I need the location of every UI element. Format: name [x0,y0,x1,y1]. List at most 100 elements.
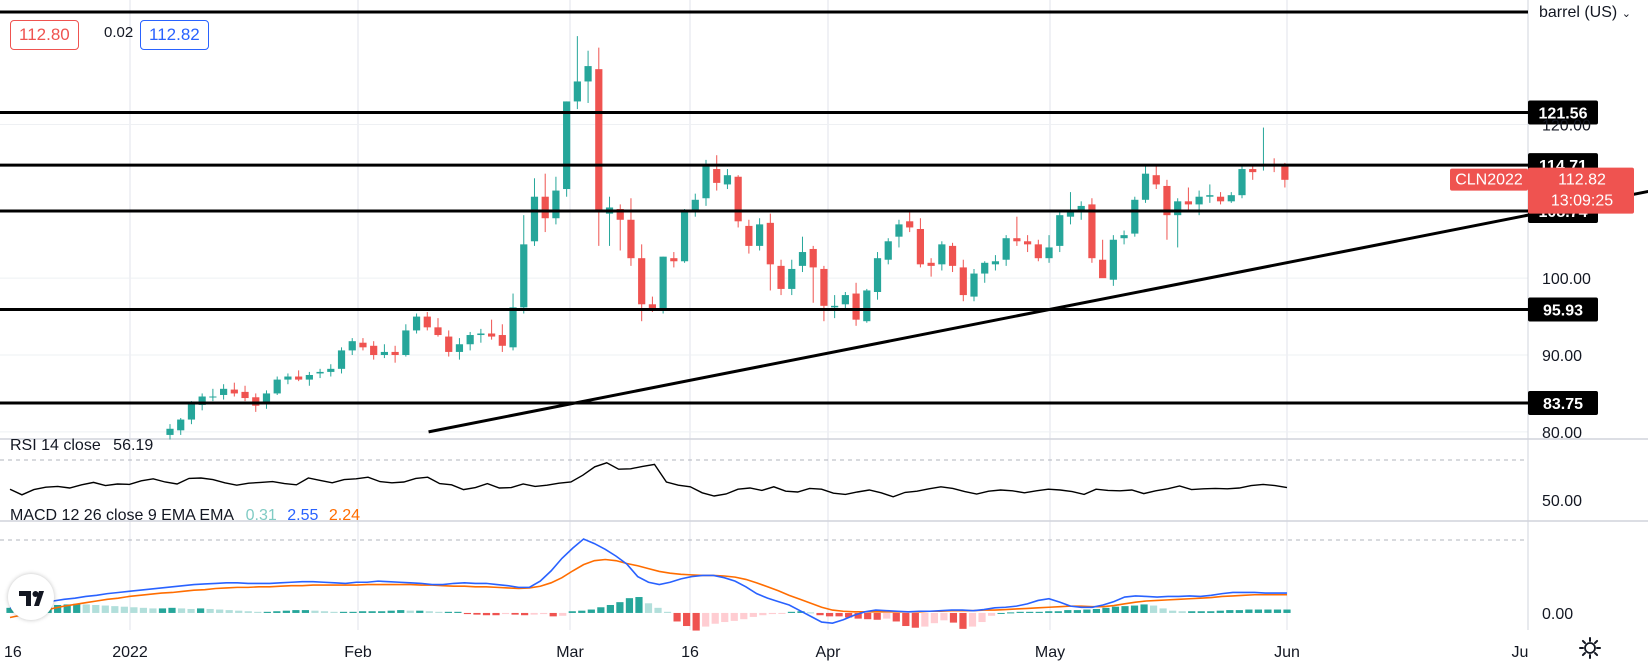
candle-body [220,388,228,395]
macd-hist-bar [864,612,872,620]
macd-value: 2.55 [287,507,319,524]
candle [777,259,785,296]
candle [841,292,849,311]
candle [938,241,946,271]
macd-hist-bar [902,612,910,627]
macd-hist-bar [930,612,938,624]
rsi-legend[interactable]: RSI 14 close 56.19 [10,437,153,455]
candle [595,47,603,246]
candle [895,219,903,248]
unit-selector[interactable]: barrel (US) ⌄ [1539,4,1631,22]
macd-hist-bar [663,611,672,613]
candle-body [595,69,603,213]
macd-pane[interactable] [6,538,1291,631]
candle-body [756,224,764,246]
candle-body [680,210,689,262]
candle [445,330,453,357]
candle [337,347,346,374]
macd-hist-bar [1102,607,1110,613]
macd-hist-bar [1111,606,1120,613]
macd-hist-bar [968,612,977,627]
candle-body [841,295,849,305]
macd-hist-bar [330,611,338,613]
candle [434,318,442,337]
candle [359,338,367,351]
candle [455,338,464,360]
macd-hist-bar [82,604,90,613]
candle-body [1077,205,1085,213]
candle-body [1099,259,1107,279]
candle [209,388,217,402]
macd-hist-bar [130,607,138,613]
symbol-tag-box [1450,168,1528,191]
candle-body [1238,169,1246,196]
candle-body [702,164,710,199]
macd-hist-bar [216,609,224,613]
macd-hist-bar [568,611,576,613]
candle [1056,210,1064,253]
macd-hist-bar [587,609,595,613]
macd-hist-bar [301,610,310,613]
candle-body [723,175,732,185]
macd-hist-bar [1045,611,1053,613]
macd-hist-bar [454,611,462,613]
macd-hist-bar [749,612,757,617]
candle-body [466,335,474,345]
candle-body [948,245,957,266]
level-label-box-3 [1528,297,1598,322]
time-tick-label: 16 [4,644,22,661]
candle-body [187,404,196,420]
candle [863,288,871,323]
time-tick-label: Feb [344,644,372,661]
candle-body [798,252,807,266]
candle [552,176,560,225]
candle [766,213,774,291]
macd-hist-bar [787,611,796,613]
candle-body [970,273,978,297]
candle [563,101,571,197]
macd-hist-bar [873,612,881,620]
candle [220,384,228,400]
macd-hist-bar [139,607,148,613]
candle-body [198,396,206,405]
macd-legend[interactable]: MACD 12 26 close 9 EMA EMA 0.31 2.55 2.2… [10,507,360,525]
macd-hist-bar [473,612,481,615]
candle-body [777,265,785,289]
macd-hist-bar [1054,611,1062,613]
candle [1045,235,1053,263]
rsi-pane[interactable] [0,459,1528,541]
candle-body [788,268,796,289]
candle [316,368,324,379]
candle [691,193,699,217]
macd-hist-bar [1235,610,1243,613]
price-tick-label: 120.00 [1542,117,1591,134]
candle-body [541,196,549,219]
candle-body [509,307,517,348]
last-price-label: 112.82 [1558,172,1606,189]
candle [262,390,271,409]
bid-price-box[interactable]: 112.80 [10,20,79,50]
bid-price: 112.80 [19,25,70,44]
candle-body [734,176,742,222]
candle [423,311,431,331]
candle-body [638,258,646,305]
macd-hist-bar [730,612,738,621]
macd-hist-bar [1216,610,1224,613]
macd-hist-bar [644,603,653,613]
ask-price-box[interactable]: 112.82 [140,20,209,50]
candle [948,242,957,273]
tradingview-logo-icon[interactable] [8,574,54,620]
macd-hist-bar [597,607,605,613]
macd-hist-bar [387,610,395,613]
candle [402,324,410,357]
macd-hist-bar [101,605,109,613]
macd-hist-bar [740,612,748,620]
level-label-box-0 [1528,100,1598,125]
candle [1206,184,1214,203]
candle [273,376,281,395]
macd-hist-bar [1064,610,1072,613]
candle-body [809,248,817,268]
gear-icon[interactable] [1578,636,1602,660]
candle [348,338,356,356]
